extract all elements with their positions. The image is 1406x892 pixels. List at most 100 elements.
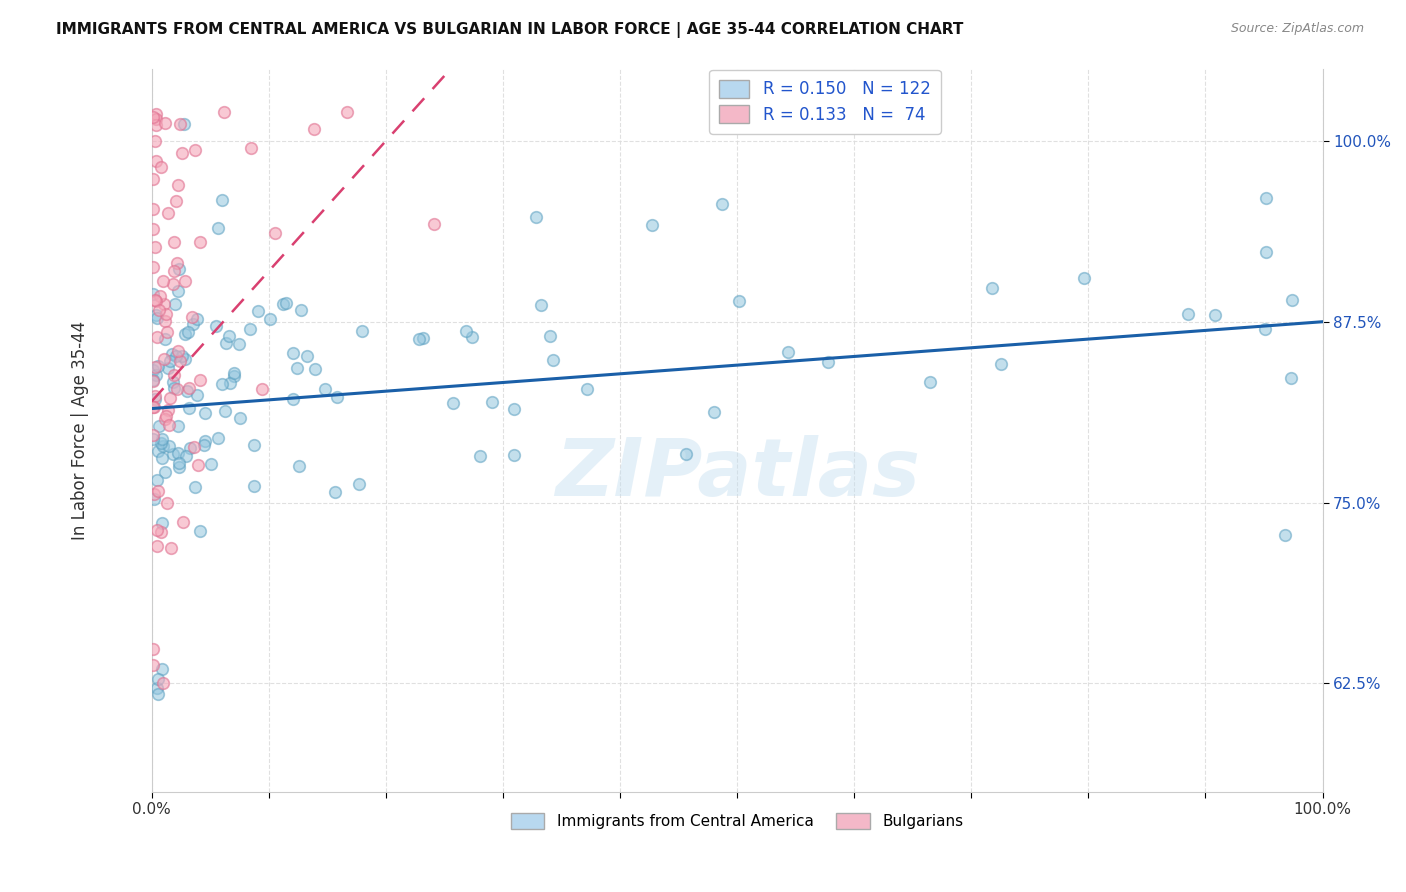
Point <box>146 359 169 373</box>
Point <box>159 353 181 368</box>
Point <box>160 541 183 556</box>
Point <box>186 312 208 326</box>
Point <box>990 357 1012 371</box>
Point <box>576 382 599 396</box>
Point <box>150 432 173 446</box>
Point <box>165 194 187 208</box>
Point <box>157 440 180 454</box>
Point <box>172 516 194 530</box>
Point <box>188 524 211 538</box>
Point <box>157 361 180 376</box>
Point <box>148 419 170 434</box>
Point <box>538 329 561 343</box>
Point <box>228 337 250 351</box>
Point <box>167 446 190 460</box>
Point <box>150 662 173 676</box>
Point <box>159 391 181 405</box>
Point <box>153 314 176 328</box>
Point <box>143 240 166 254</box>
Point <box>167 418 190 433</box>
Point <box>148 483 170 498</box>
Point <box>194 434 217 448</box>
Point <box>194 406 217 420</box>
Legend: Immigrants from Central America, Bulgarians: Immigrants from Central America, Bulgari… <box>505 806 970 835</box>
Y-axis label: In Labor Force | Age 35-44: In Labor Force | Age 35-44 <box>72 321 89 540</box>
Point <box>155 409 177 423</box>
Point <box>179 441 201 455</box>
Point <box>211 376 233 391</box>
Point <box>183 440 205 454</box>
Point <box>142 487 165 501</box>
Point <box>541 352 564 367</box>
Point <box>162 447 184 461</box>
Point <box>163 297 186 311</box>
Point <box>1274 528 1296 542</box>
Point <box>166 382 188 396</box>
Point <box>165 350 187 364</box>
Text: ZIPatlas: ZIPatlas <box>554 434 920 513</box>
Point <box>304 362 326 376</box>
Point <box>145 474 167 488</box>
Point <box>150 516 173 530</box>
Point <box>142 222 165 236</box>
Point <box>149 436 172 450</box>
Point <box>285 361 308 376</box>
Point <box>246 304 269 318</box>
Point <box>177 401 200 416</box>
Point <box>727 293 749 308</box>
Point <box>503 448 526 462</box>
Point <box>259 312 281 326</box>
Point <box>142 260 165 275</box>
Point <box>146 523 169 537</box>
Point <box>145 154 167 169</box>
Point <box>167 343 190 358</box>
Point <box>229 411 252 425</box>
Point <box>152 274 174 288</box>
Point <box>1279 370 1302 384</box>
Point <box>336 104 359 119</box>
Point <box>207 221 229 235</box>
Point <box>347 477 370 491</box>
Point <box>302 121 325 136</box>
Point <box>1281 293 1303 308</box>
Point <box>143 392 166 407</box>
Point <box>470 449 492 463</box>
Point <box>1204 308 1226 322</box>
Point <box>145 118 167 132</box>
Point <box>146 687 169 701</box>
Point <box>167 178 190 193</box>
Point <box>155 332 177 346</box>
Point <box>172 146 194 161</box>
Point <box>188 235 211 250</box>
Point <box>142 433 165 447</box>
Point <box>157 402 180 417</box>
Point <box>167 459 190 474</box>
Point <box>640 219 662 233</box>
Point <box>502 401 524 416</box>
Point <box>152 676 174 690</box>
Point <box>142 172 165 186</box>
Point <box>169 117 191 131</box>
Point <box>239 322 262 336</box>
Point <box>142 202 165 216</box>
Point <box>271 297 294 311</box>
Point <box>981 281 1004 295</box>
Point <box>142 373 165 387</box>
Point <box>170 349 193 363</box>
Point <box>274 296 297 310</box>
Point <box>145 539 167 553</box>
Point <box>150 451 173 466</box>
Point <box>145 294 167 309</box>
Point <box>142 286 165 301</box>
Point <box>176 449 198 463</box>
Point <box>153 352 176 367</box>
Point <box>146 672 169 686</box>
Point <box>153 412 176 426</box>
Point <box>163 368 186 382</box>
Point <box>218 328 240 343</box>
Point <box>184 479 207 493</box>
Point <box>162 375 184 389</box>
Point <box>173 351 195 366</box>
Point <box>149 289 172 303</box>
Point <box>169 354 191 368</box>
